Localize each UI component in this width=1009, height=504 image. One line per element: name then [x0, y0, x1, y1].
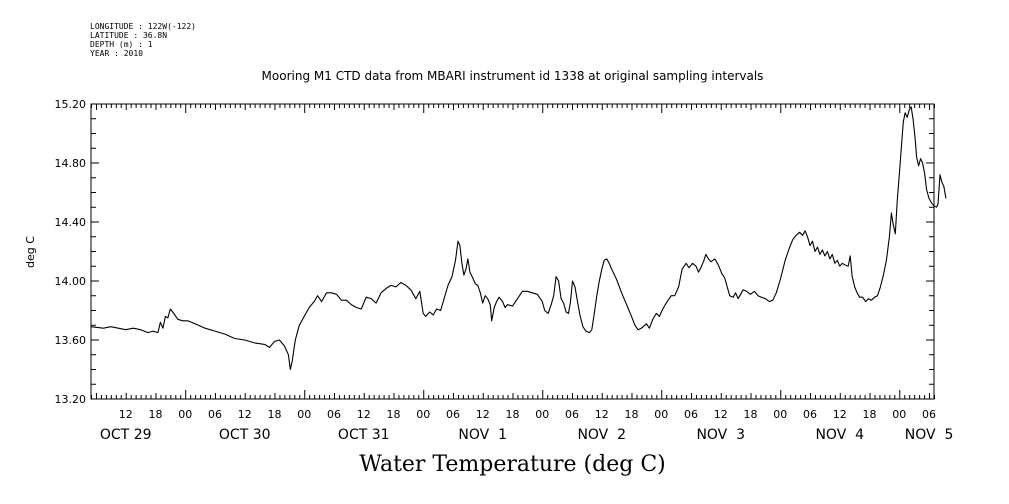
x-hour-label: 18 [267, 408, 281, 421]
x-day-label: NOV 4 [815, 427, 864, 443]
x-hour-label: 18 [148, 408, 162, 421]
x-hour-label: 06 [922, 408, 936, 421]
y-axis-label: deg C [24, 236, 37, 268]
x-hour-label: 00 [416, 408, 430, 421]
x-hour-label: 06 [565, 408, 579, 421]
x-hour-label: 12 [595, 408, 609, 421]
y-tick-label: 14.40 [55, 216, 87, 229]
y-tick-label: 14.80 [55, 157, 87, 170]
y-tick-label: 13.60 [55, 334, 87, 347]
x-hour-label: 12 [238, 408, 252, 421]
x-axis-title: Water Temperature (deg C) [359, 452, 666, 477]
x-day-label: OCT 31 [338, 427, 390, 443]
x-hour-label: 12 [119, 408, 133, 421]
x-day-label: OCT 29 [100, 427, 152, 443]
x-hour-label: 06 [446, 408, 460, 421]
x-axis-title-wrap: Water Temperature (deg C) [0, 452, 1009, 477]
y-tick-label: 14.00 [55, 275, 87, 288]
x-hour-label: 00 [178, 408, 192, 421]
x-day-label: NOV 5 [905, 427, 954, 443]
x-day-label: NOV 3 [696, 427, 745, 443]
y-tick-label: 15.20 [55, 98, 87, 111]
x-hour-label: 12 [833, 408, 847, 421]
meta-year: YEAR : 2010 [90, 49, 143, 58]
x-hour-label: 06 [327, 408, 341, 421]
meta-depth: DEPTH (m) : 1 [90, 40, 153, 49]
x-hour-label: 18 [386, 408, 400, 421]
series-line-water-temperature [90, 106, 947, 371]
x-hour-label: 18 [863, 408, 877, 421]
x-hour-label: 18 [506, 408, 520, 421]
x-hour-label: 18 [744, 408, 758, 421]
x-day-label: NOV 1 [458, 427, 507, 443]
y-tick-label: 13.20 [55, 393, 87, 406]
x-day-label: NOV 2 [577, 427, 626, 443]
meta-latitude: LATITUDE : 36.8N [90, 31, 168, 40]
x-hour-label: 00 [773, 408, 787, 421]
axis-labels: 13.20 13.60 14.00 14.40 14.80 15.20 12 18 00 06 12… [55, 98, 954, 443]
x-hour-label: 12 [714, 408, 728, 421]
plot-frame [90, 103, 935, 400]
x-hour-label: 06 [684, 408, 698, 421]
x-hour-label: 00 [654, 408, 668, 421]
axis-ticks [91, 103, 935, 400]
meta-longitude: LONGITUDE : 122W(-122) [90, 22, 196, 31]
x-hour-label: 00 [535, 408, 549, 421]
x-hour-label: 06 [208, 408, 222, 421]
x-hour-label: 00 [297, 408, 311, 421]
x-hour-label: 18 [625, 408, 639, 421]
chart-title-wrap: Mooring M1 CTD data from MBARI instrumen… [0, 69, 1009, 83]
x-hour-label: 00 [892, 408, 906, 421]
metadata-block: LONGITUDE : 122W(-122) LATITUDE : 36.8N … [90, 22, 196, 58]
x-day-label: OCT 30 [219, 427, 271, 443]
x-hour-label: 12 [476, 408, 490, 421]
x-hour-label: 12 [357, 408, 371, 421]
chart-title: Mooring M1 CTD data from MBARI instrumen… [261, 69, 764, 83]
x-hour-label: 06 [803, 408, 817, 421]
